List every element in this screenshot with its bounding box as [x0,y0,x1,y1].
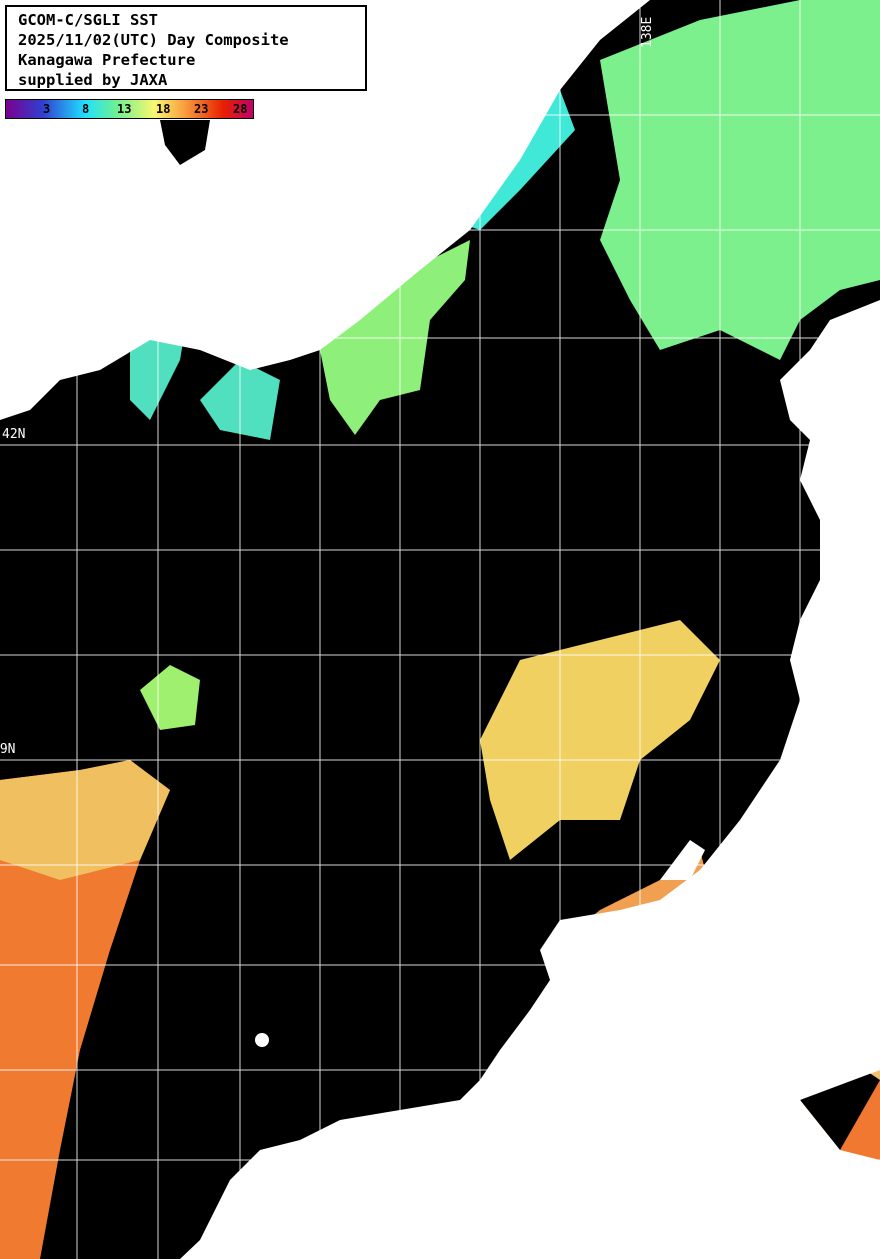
sst-patch-north-green [600,0,880,360]
sst-patch-central-yellow [480,620,720,860]
longitude-label-138e: 138E [640,16,655,48]
legend-tick: 3 [43,102,51,116]
title-line-supplier: supplied by JAXA [18,71,168,89]
land-japan [180,300,880,1259]
latitude-label-39n: 39N [0,742,16,757]
legend-tick: 28 [233,102,248,116]
legend-tick: 23 [194,102,209,116]
latitude-label-42n: 42N [2,427,26,442]
sst-patch-small-green [140,665,200,730]
land-island-small [255,1033,269,1047]
legend-tick: 8 [82,102,90,116]
legend-tick: 18 [156,102,171,116]
title-line-product: GCOM-C/SGLI SST [18,11,158,29]
title-box: GCOM-C/SGLI SST 2025/11/02(UTC) Day Comp… [5,5,367,91]
legend-tick: 13 [117,102,132,116]
sst-patch-left-yellow [0,760,170,880]
land-island-north [160,120,210,165]
land-island-sado [660,840,705,880]
sst-patch-left-orange [0,760,170,1259]
title-line-date: 2025/11/02(UTC) Day Composite [18,31,289,49]
color-legend-bar: 3 8 13 18 23 28 [5,99,254,119]
title-line-region: Kanagawa Prefecture [18,51,196,69]
